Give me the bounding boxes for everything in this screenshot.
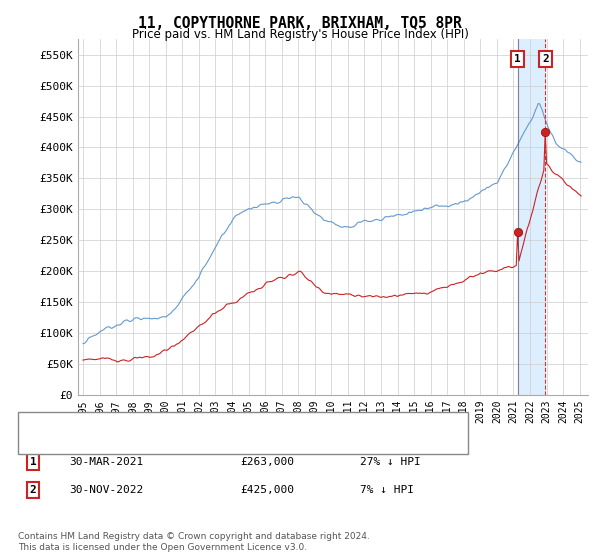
Text: 30-NOV-2022: 30-NOV-2022 bbox=[69, 485, 143, 495]
Text: 2: 2 bbox=[542, 54, 548, 64]
Text: HPI: Average price, detached house, Torbay: HPI: Average price, detached house, Torb… bbox=[54, 437, 281, 447]
Text: 1: 1 bbox=[514, 54, 521, 64]
Text: £425,000: £425,000 bbox=[240, 485, 294, 495]
Text: 7% ↓ HPI: 7% ↓ HPI bbox=[360, 485, 414, 495]
Text: Contains HM Land Registry data © Crown copyright and database right 2024.
This d: Contains HM Land Registry data © Crown c… bbox=[18, 532, 370, 552]
Text: ——: —— bbox=[21, 417, 49, 431]
Text: 11, COPYTHORNE PARK, BRIXHAM, TQ5 8PR: 11, COPYTHORNE PARK, BRIXHAM, TQ5 8PR bbox=[138, 16, 462, 31]
Text: 11, COPYTHORNE PARK, BRIXHAM, TQ5 8PR (detached house): 11, COPYTHORNE PARK, BRIXHAM, TQ5 8PR (d… bbox=[54, 419, 376, 429]
Text: 30-MAR-2021: 30-MAR-2021 bbox=[69, 457, 143, 467]
Text: Price paid vs. HM Land Registry's House Price Index (HPI): Price paid vs. HM Land Registry's House … bbox=[131, 28, 469, 41]
Text: £263,000: £263,000 bbox=[240, 457, 294, 467]
Bar bbox=[518, 39, 545, 395]
Text: 27% ↓ HPI: 27% ↓ HPI bbox=[360, 457, 421, 467]
Text: 1: 1 bbox=[29, 457, 37, 467]
Text: ——: —— bbox=[21, 436, 49, 449]
Text: 2: 2 bbox=[29, 485, 37, 495]
